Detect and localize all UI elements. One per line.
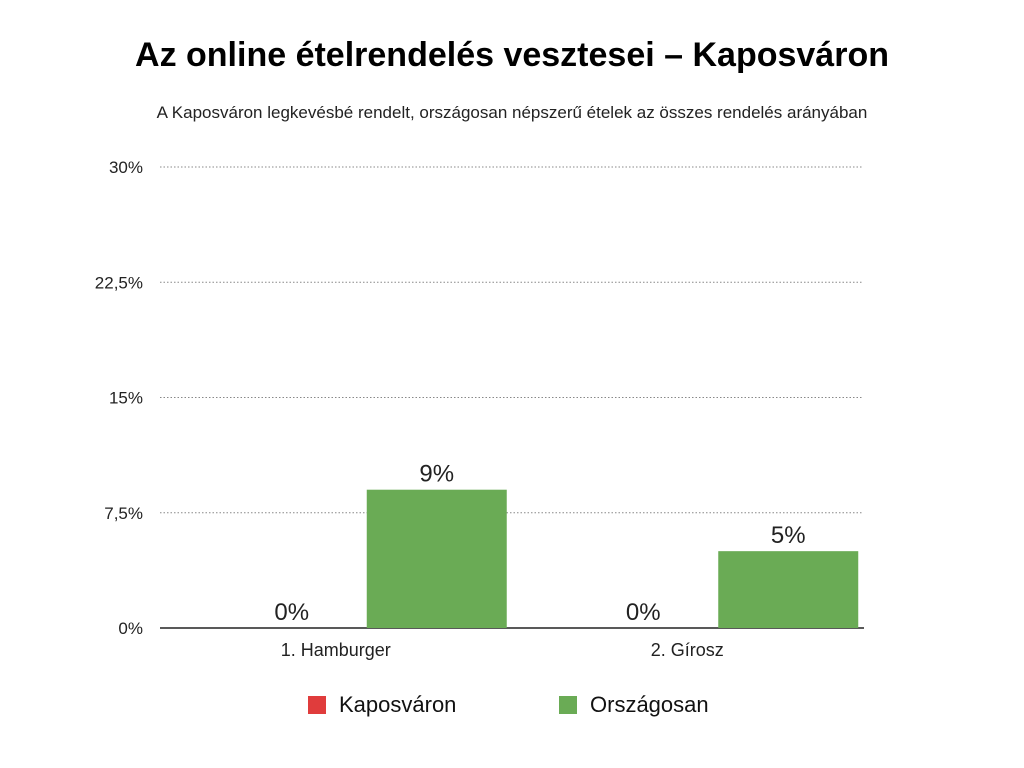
legend: Kaposváron Országosan [0, 692, 1024, 722]
legend-swatch-orszagosan [559, 696, 577, 714]
bar-orszagosan [366, 489, 507, 628]
legend-item-kaposvaron: Kaposváron [308, 692, 456, 718]
y-tick-label: 22,5% [95, 273, 143, 292]
data-label: 9% [419, 461, 454, 488]
y-tick-label: 7,5% [104, 504, 143, 523]
legend-swatch-kaposvaron [308, 696, 326, 714]
chart-title: Az online ételrendelés vesztesei – Kapos… [135, 36, 889, 74]
y-tick-label: 0% [118, 619, 143, 638]
legend-label-kaposvaron: Kaposváron [339, 692, 457, 717]
data-label: 0% [626, 599, 661, 626]
bar-orszagosan [718, 551, 859, 628]
data-label: 5% [771, 522, 806, 549]
x-tick-label: 1. Hamburger [281, 640, 391, 660]
chart-subtitle: A Kaposváron legkevésbé rendelt, országo… [156, 103, 868, 122]
x-tick-label: 2. Gírosz [651, 640, 724, 660]
legend-label-orszagosan: Országosan [590, 692, 709, 717]
data-label: 0% [274, 599, 309, 626]
y-tick-label: 30% [109, 158, 143, 177]
y-tick-label: 15% [109, 389, 143, 408]
legend-item-orszagosan: Országosan [559, 692, 709, 718]
